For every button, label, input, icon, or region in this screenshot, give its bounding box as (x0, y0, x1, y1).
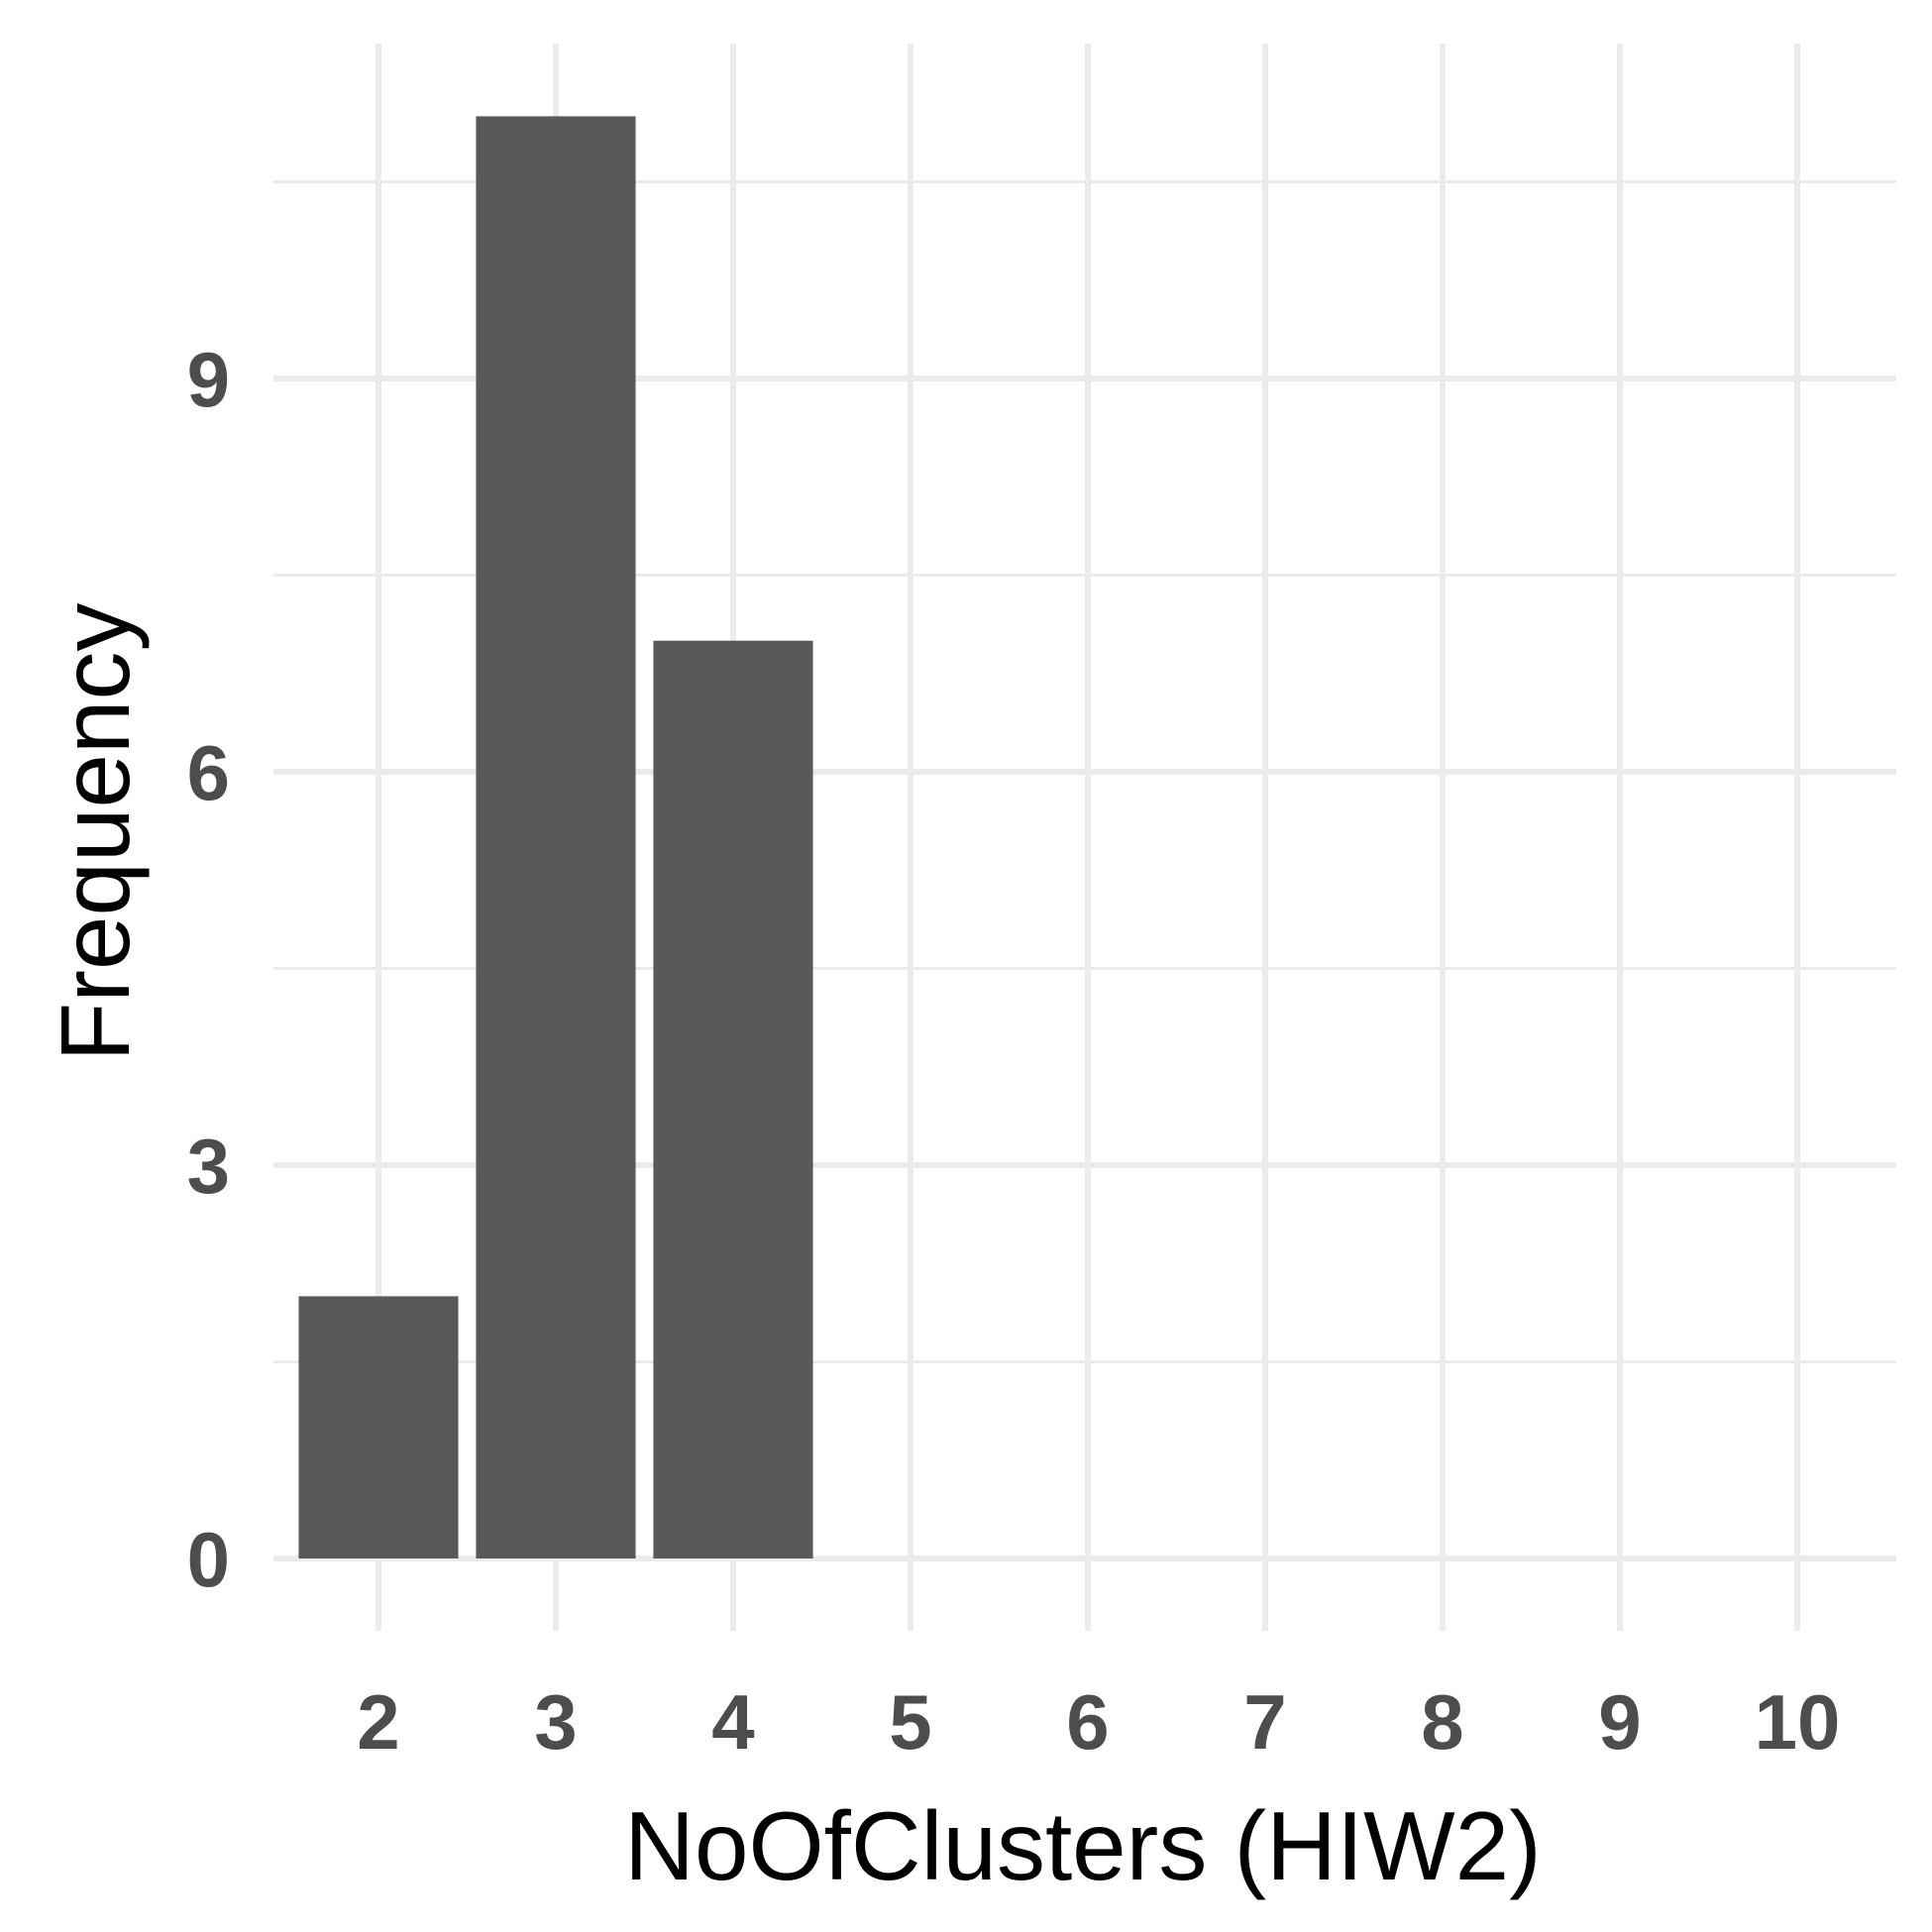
y-tick-label: 6 (187, 729, 230, 816)
bar (653, 640, 813, 1558)
x-tick-label: 4 (711, 1678, 754, 1766)
x-tick-label: 8 (1421, 1678, 1463, 1766)
x-axis-title: NoOfClusters (HIW2) (624, 1791, 1542, 1900)
bars (298, 116, 813, 1559)
y-tick-label: 9 (187, 336, 230, 423)
bar (298, 1296, 459, 1558)
x-tick-label: 7 (1243, 1678, 1286, 1766)
x-tick-label: 5 (889, 1678, 931, 1766)
y-tick-labels: 0 3 6 9 (187, 336, 230, 1603)
x-tick-label: 9 (1598, 1678, 1641, 1766)
x-tick-label: 3 (534, 1678, 577, 1766)
bar (476, 116, 636, 1559)
y-tick-label: 3 (187, 1123, 230, 1210)
x-tick-labels: 2 3 4 5 6 7 8 9 10 (357, 1678, 1840, 1766)
y-tick-label: 0 (187, 1516, 230, 1603)
x-tick-label: 6 (1066, 1678, 1109, 1766)
x-tick-label: 2 (357, 1678, 399, 1766)
x-tick-label: 10 (1755, 1678, 1841, 1766)
y-axis-title: Frequency (41, 602, 150, 1061)
